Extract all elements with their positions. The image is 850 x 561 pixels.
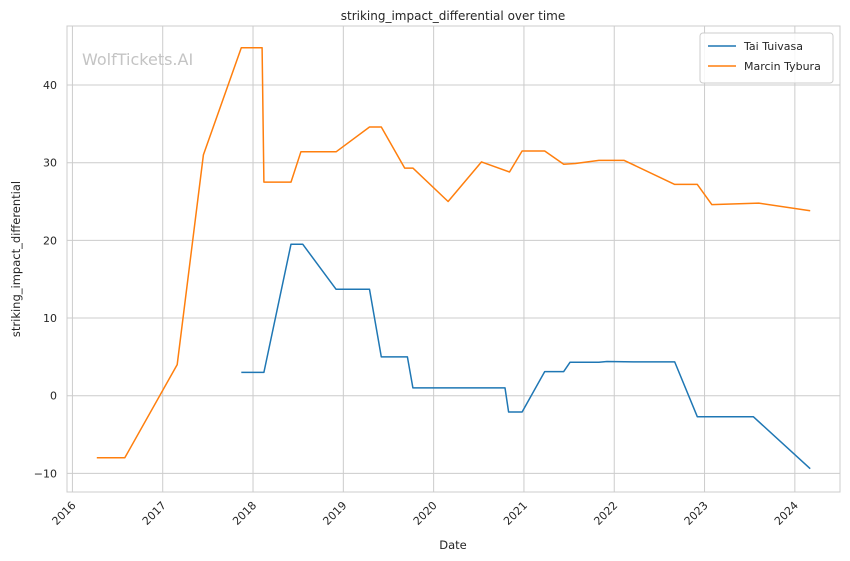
y-tick-label: 0 (50, 390, 57, 403)
x-axis-title: Date (439, 538, 467, 552)
x-tick-label: 2022 (591, 499, 620, 528)
x-tick-label: 2016 (50, 499, 79, 528)
series-line-marcin-tybura (96, 46, 811, 459)
x-tick-label: 2020 (411, 499, 440, 528)
y-tick-label: −10 (34, 467, 57, 480)
series-lines (96, 46, 811, 470)
legend-label-marcin-tybura: Marcin Tybura (744, 60, 821, 73)
tick-labels: 2016 2017 2018 2019 2020 2021 2022 2023 2024 −10 0… (34, 79, 801, 528)
legend-label-tai-tuivasa: Tai Tuivasa (743, 40, 803, 53)
x-tick-label: 2024 (772, 499, 801, 528)
y-tick-label: 40 (43, 79, 57, 92)
grid (67, 26, 840, 492)
x-tick-label: 2023 (682, 499, 711, 528)
x-tick-label: 2017 (140, 499, 169, 528)
x-tick-label: 2018 (230, 499, 259, 528)
plot-frame (66, 25, 841, 493)
x-tick-label: 2019 (320, 499, 349, 528)
y-tick-label: 30 (43, 157, 57, 170)
chart-title: striking_impact_differential over time (341, 9, 566, 23)
y-tick-label: 20 (43, 234, 57, 247)
y-tick-label: 10 (43, 312, 57, 325)
series-line-tai-tuivasa (241, 243, 811, 470)
legend: Tai Tuivasa Marcin Tybura (699, 32, 834, 84)
x-tick-label: 2021 (501, 499, 530, 528)
y-axis-title: striking_impact_differential (9, 181, 23, 337)
watermark-text: WolfTickets.AI (82, 50, 193, 69)
